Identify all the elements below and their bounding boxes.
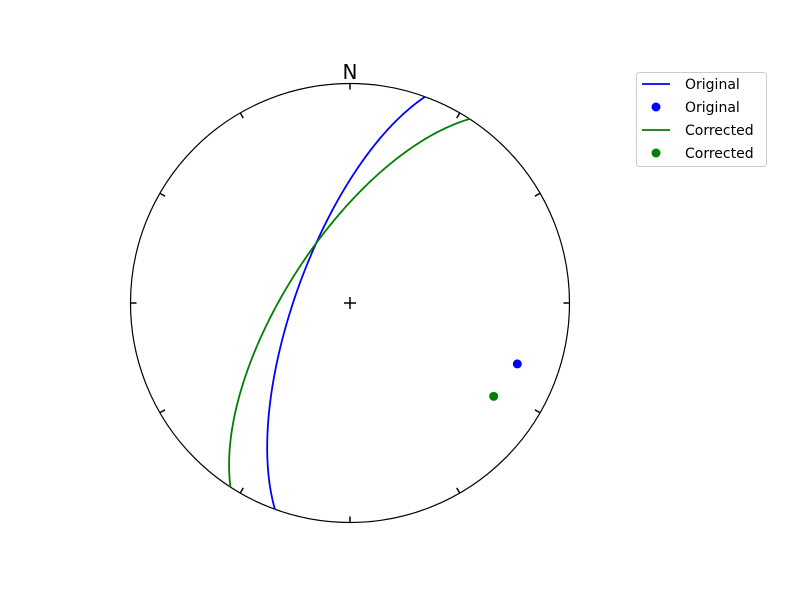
tick-mark [534,192,541,197]
legend-marker-symbol [651,148,661,158]
original-pole-point [512,359,522,369]
legend: Original Original Corrected Corrected [636,72,767,167]
corrected-plane-arc [228,118,470,488]
north-label: N [343,60,358,84]
legend-frame [636,72,767,167]
legend-marker-symbol [651,102,661,112]
tick-mark [534,409,541,414]
center-cross [344,297,356,309]
legend-label: Original [685,100,740,116]
corrected-pole-point [489,391,499,401]
tick-mark [456,487,461,494]
tick-mark [239,487,244,494]
tick-mark [456,112,461,119]
legend-label: Original [685,77,740,93]
tick-mark [159,409,166,414]
tick-mark [159,192,166,197]
legend-label: Corrected [685,146,754,162]
original-plane-arc [266,95,426,510]
tick-mark [239,112,244,119]
legend-label: Corrected [685,123,754,139]
azimuth-ticks [130,83,570,523]
